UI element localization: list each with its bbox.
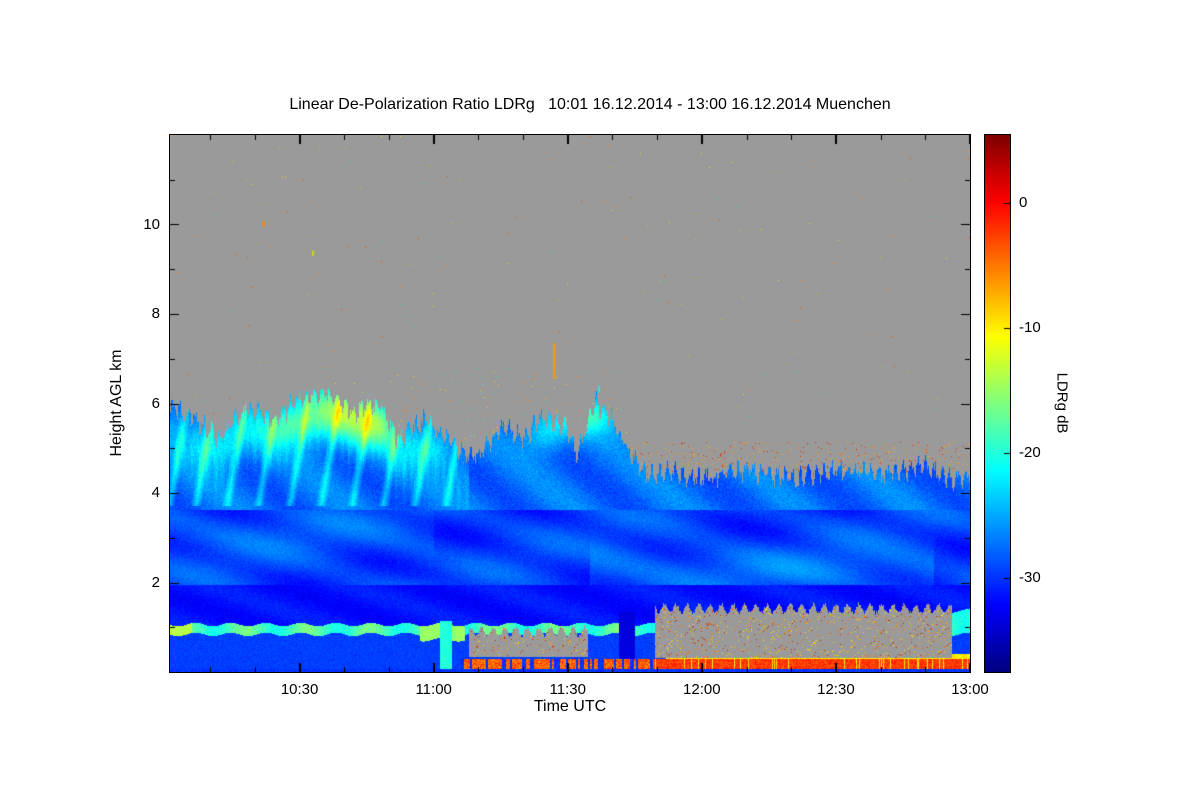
x-tick-label: 12:00 [683,681,721,698]
heatmap-canvas [169,134,971,673]
x-tick-label: 12:30 [817,681,855,698]
colorbar-tick-label: 0 [1019,193,1028,211]
x-tick-label: 11:00 [415,681,452,698]
colorbar-canvas [984,134,1011,673]
x-tick-label: 11:30 [549,681,586,698]
x-tick-label: 10:30 [280,681,319,698]
y-tick-label: 2 [151,573,160,591]
y-tick-label: 6 [151,394,160,412]
colorbar-label: LDRg dB [1053,372,1071,434]
y-tick-label: 8 [151,305,160,322]
x-tick-label: 13:00 [951,681,989,698]
colorbar-tick-label: -30 [1019,569,1041,587]
x-axis-label: Time UTC [533,698,607,715]
y-tick-label: 10 [143,215,160,233]
colorbar-tick-label: -20 [1019,443,1041,461]
colorbar-tick-label: -10 [1019,318,1041,336]
chart-title: Linear De-Polarization Ratio LDRg 10:01 … [289,96,891,113]
y-tick-label: 4 [151,484,160,501]
